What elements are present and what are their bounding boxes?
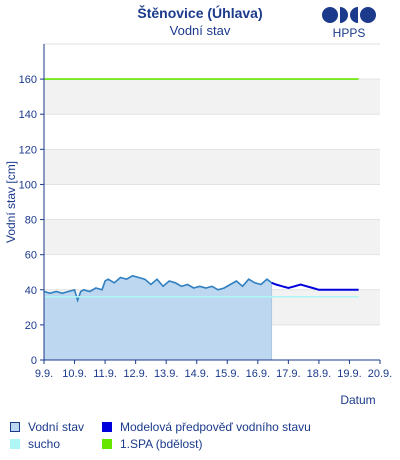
chart-title: Štěnovice (Úhlava) bbox=[137, 5, 263, 21]
legend-swatch-drought bbox=[10, 439, 20, 449]
grid-band bbox=[44, 219, 380, 255]
x-tick-label: 14.9. bbox=[184, 368, 208, 380]
grid-band bbox=[44, 149, 380, 185]
x-tick-label: 13.9. bbox=[154, 368, 178, 380]
y-tick-label: 60 bbox=[25, 250, 37, 262]
legend-swatch-water-level bbox=[10, 422, 20, 432]
y-axis-label: Vodní stav [cm] bbox=[4, 161, 18, 243]
legend-swatch-forecast bbox=[102, 422, 112, 432]
y-tick-label: 40 bbox=[25, 285, 37, 297]
legend-label-spa1: 1.SPA (bdělost) bbox=[120, 437, 203, 451]
x-tick-label: 10.9. bbox=[62, 368, 86, 380]
x-tick-label: 16.9. bbox=[246, 368, 270, 380]
x-tick-label: 9.9. bbox=[35, 368, 53, 380]
chart-subtitle: Vodní stav bbox=[169, 23, 231, 38]
legend-swatch-spa1 bbox=[102, 439, 112, 449]
y-tick-label: 100 bbox=[19, 179, 37, 191]
x-tick-label: 18.9. bbox=[307, 368, 331, 380]
chart-legend: Vodní stav Modelová předpověď vodního st… bbox=[0, 418, 400, 458]
series-area-vodn-stav bbox=[44, 275, 272, 360]
y-tick-label: 80 bbox=[25, 215, 37, 227]
chart-axes: 0 20 40 60 80 100 120 140 160 9.9. 10.9. 11.9. 12.9.… bbox=[19, 44, 392, 380]
hpps-logo: HPPS bbox=[320, 6, 378, 42]
x-tick-label: 12.9. bbox=[123, 368, 147, 380]
water-level-chart: 0 20 40 60 80 100 120 140 160 9.9. 10.9. 11.9. 12.9.… bbox=[4, 43, 392, 407]
hpps-brand-text: HPPS bbox=[332, 26, 366, 40]
y-tick-label: 20 bbox=[25, 320, 37, 332]
legend-label-forecast: Modelová předpověď vodního stavu bbox=[120, 420, 311, 434]
plot-series bbox=[43, 78, 359, 360]
x-tick-label: 11.9. bbox=[93, 368, 117, 380]
y-tick-label: 120 bbox=[19, 144, 37, 156]
series-line-vodn-stav bbox=[43, 274, 273, 303]
series-line-modelov-p-edpov-vodn-ho-stavu bbox=[271, 281, 359, 291]
grid-band bbox=[44, 79, 380, 115]
x-tick-label: 20.9. bbox=[368, 368, 392, 380]
x-tick-label: 15.9. bbox=[215, 368, 239, 380]
hpps-logo-icon bbox=[322, 7, 376, 23]
x-tick-label: 19.9. bbox=[337, 368, 361, 380]
y-tick-label: 160 bbox=[19, 74, 37, 86]
y-tick-label: 140 bbox=[19, 109, 37, 121]
legend-label-drought: sucho bbox=[28, 437, 61, 451]
legend-label-water-level: Vodní stav bbox=[28, 420, 85, 434]
x-tick-label: 17.9. bbox=[276, 368, 300, 380]
y-tick-label: 0 bbox=[31, 355, 37, 367]
x-axis-label: Datum bbox=[340, 393, 375, 407]
